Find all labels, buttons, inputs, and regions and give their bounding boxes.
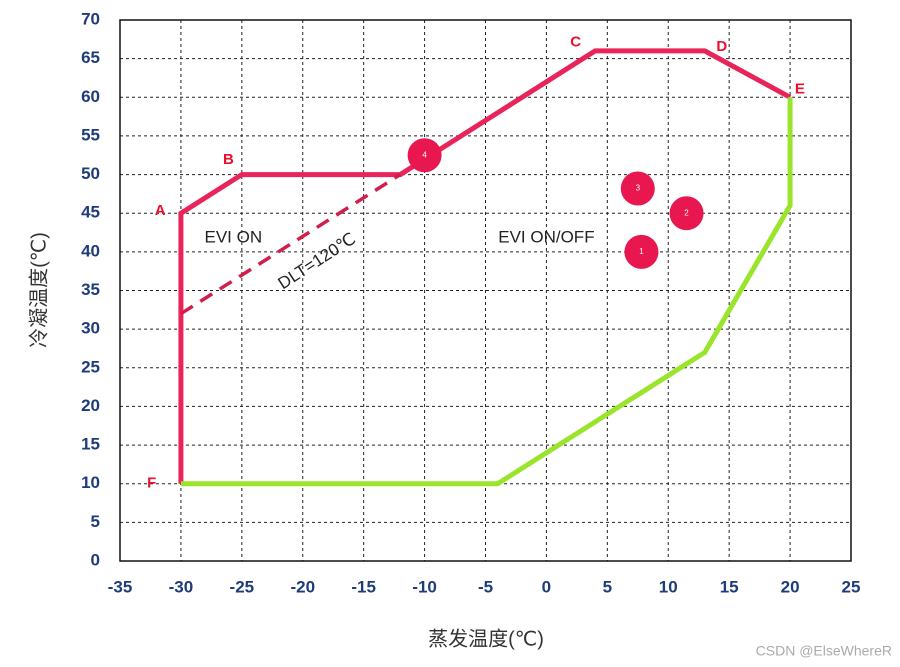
point-label: B [223, 151, 234, 168]
x-tick-label: 5 [603, 577, 612, 596]
x-tick-label: -15 [351, 577, 376, 596]
y-tick-label: 65 [81, 48, 100, 67]
marker-label: 3 [636, 184, 641, 193]
x-tick-label: -35 [108, 577, 133, 596]
marker [620, 171, 655, 206]
y-tick-label: 50 [81, 164, 100, 183]
marker [407, 138, 442, 173]
region-label: DLT=120℃ [275, 229, 359, 293]
x-tick-label: -25 [230, 577, 255, 596]
marker [624, 234, 659, 269]
x-tick-label: 0 [542, 577, 551, 596]
x-tick-label: -30 [169, 577, 194, 596]
point-label: F [147, 475, 156, 492]
y-tick-label: 30 [81, 319, 100, 338]
y-tick-label: 0 [91, 550, 100, 569]
y-tick-label: 20 [81, 396, 100, 415]
marker-label: 2 [684, 208, 689, 217]
x-tick-label: 15 [720, 577, 739, 596]
envelope-line [178, 48, 792, 484]
x-tick-label: 20 [781, 577, 800, 596]
marker [669, 196, 704, 231]
x-tick-label: -5 [478, 577, 493, 596]
marker-label: 4 [422, 150, 427, 159]
x-tick-label: -10 [412, 577, 437, 596]
point-label: C [570, 33, 581, 50]
y-tick-label: 40 [81, 241, 100, 260]
y-tick-label: 60 [81, 87, 100, 106]
y-tick-label: 25 [81, 357, 100, 376]
x-tick-label: 25 [842, 577, 861, 596]
marker-label: 1 [639, 247, 644, 256]
y-tick-label: 10 [81, 473, 100, 492]
y-tick-label: 70 [81, 9, 100, 28]
dlt-line [179, 173, 402, 316]
y-tick-label: 15 [81, 435, 100, 454]
x-axis-label: 蒸发温度(℃) [428, 627, 544, 650]
point-label: A [155, 202, 166, 219]
y-axis-label: 冷凝温度(℃) [27, 232, 50, 348]
watermark: CSDN @ElseWhereR [756, 643, 892, 659]
envelope-line [180, 97, 793, 487]
x-tick-label: 10 [659, 577, 678, 596]
x-tick-label: -20 [290, 577, 315, 596]
y-tick-label: 5 [91, 512, 100, 531]
point-label: D [716, 38, 727, 55]
region-label: EVI ON [204, 227, 262, 246]
y-tick-label: 35 [81, 280, 100, 299]
plot-frame [119, 19, 852, 562]
y-tick-label: 45 [81, 203, 100, 222]
y-tick-label: 55 [81, 125, 100, 144]
point-label: E [795, 81, 805, 98]
region-label: EVI ON/OFF [498, 227, 594, 246]
